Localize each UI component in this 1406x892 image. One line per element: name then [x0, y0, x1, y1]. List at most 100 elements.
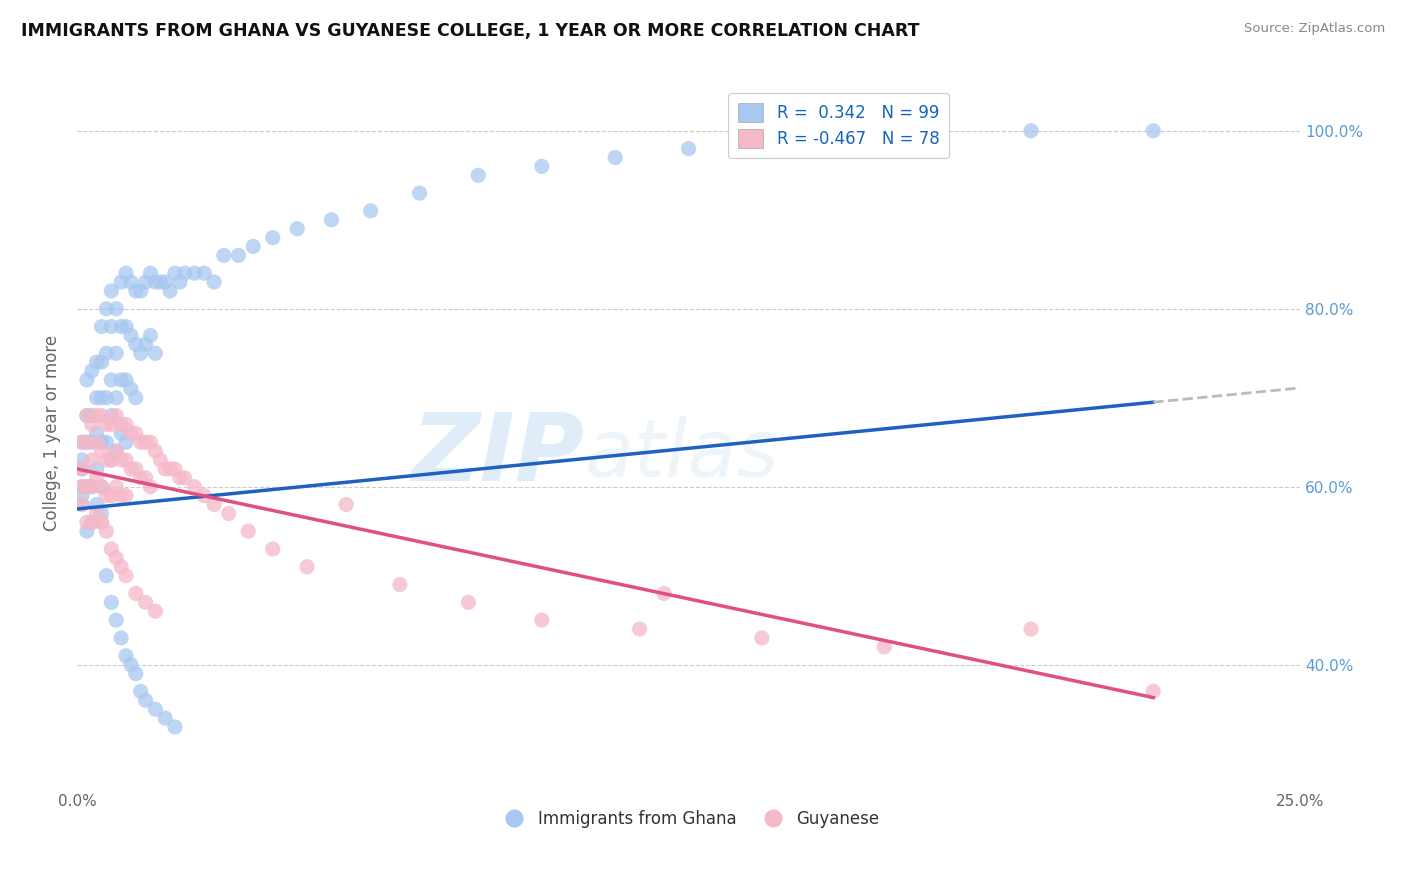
Point [86, 409, 108, 423]
Point [125, 666, 148, 681]
Point [110, 559, 132, 574]
Point [96, 435, 118, 450]
Point [105, 613, 128, 627]
Point [90, 391, 112, 405]
Point [228, 248, 250, 262]
Point [76, 409, 98, 423]
Point [173, 471, 195, 485]
Point [80, 453, 103, 467]
Point [129, 435, 152, 450]
Point [110, 426, 132, 441]
Point [149, 453, 172, 467]
Point [90, 480, 112, 494]
Point [125, 426, 148, 441]
Point [100, 541, 122, 556]
Point [115, 373, 138, 387]
Point [76, 480, 98, 494]
Point [120, 328, 142, 343]
Point [100, 595, 122, 609]
Point [96, 346, 118, 360]
Point [139, 328, 162, 343]
Point [143, 702, 166, 716]
Point [169, 275, 191, 289]
Point [110, 319, 132, 334]
Point [1019, 124, 1042, 138]
Point [212, 248, 235, 262]
Point [139, 266, 162, 280]
Point [70, 498, 93, 512]
Point [159, 462, 181, 476]
Point [96, 568, 118, 582]
Point [388, 577, 411, 591]
Text: atlas: atlas [585, 416, 779, 493]
Point [125, 586, 148, 600]
Point [135, 337, 157, 351]
Point [105, 391, 128, 405]
Point [218, 507, 240, 521]
Point [153, 711, 176, 725]
Point [129, 684, 152, 698]
Point [143, 275, 166, 289]
Point [90, 444, 112, 458]
Point [100, 417, 122, 432]
Point [143, 346, 166, 360]
Point [76, 435, 98, 450]
Point [678, 142, 700, 156]
Point [80, 435, 103, 450]
Point [295, 559, 318, 574]
Point [90, 507, 112, 521]
Point [183, 480, 205, 494]
Point [76, 516, 98, 530]
Point [100, 409, 122, 423]
Point [80, 480, 103, 494]
Point [163, 720, 186, 734]
Point [70, 435, 93, 450]
Point [86, 507, 108, 521]
Point [467, 169, 489, 183]
Point [100, 489, 122, 503]
Point [135, 693, 157, 707]
Point [115, 453, 138, 467]
Point [149, 275, 172, 289]
Point [105, 409, 128, 423]
Point [115, 417, 138, 432]
Point [202, 275, 225, 289]
Point [115, 568, 138, 582]
Point [135, 435, 157, 450]
Point [80, 480, 103, 494]
Text: ZIP: ZIP [412, 409, 585, 500]
Point [120, 657, 142, 672]
Point [100, 453, 122, 467]
Point [125, 337, 148, 351]
Point [530, 613, 553, 627]
Point [86, 498, 108, 512]
Point [86, 355, 108, 369]
Point [262, 541, 284, 556]
Point [125, 462, 148, 476]
Point [110, 417, 132, 432]
Point [159, 284, 181, 298]
Point [135, 471, 157, 485]
Point [70, 435, 93, 450]
Point [86, 426, 108, 441]
Point [110, 489, 132, 503]
Point [90, 355, 112, 369]
Point [120, 426, 142, 441]
Point [163, 462, 186, 476]
Point [652, 586, 675, 600]
Point [335, 498, 357, 512]
Point [90, 516, 112, 530]
Point [129, 471, 152, 485]
Point [775, 133, 797, 147]
Point [135, 275, 157, 289]
Point [751, 631, 773, 645]
Point [70, 462, 93, 476]
Point [90, 319, 112, 334]
Point [70, 489, 93, 503]
Point [1019, 622, 1042, 636]
Point [110, 275, 132, 289]
Point [129, 346, 152, 360]
Point [86, 391, 108, 405]
Point [605, 151, 627, 165]
Point [96, 524, 118, 539]
